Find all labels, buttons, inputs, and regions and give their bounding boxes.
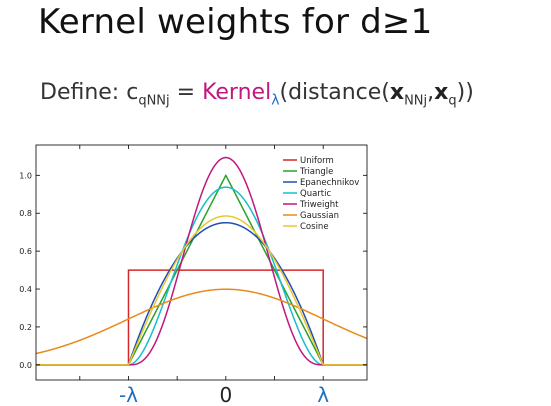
slide-title: Kernel weights for d≥1	[38, 2, 433, 42]
legend-label-gaussian: Gaussian	[300, 211, 339, 221]
y-tick-label: 0.8	[19, 209, 32, 218]
legend-label-epanechnikov: Epanechnikov	[300, 178, 359, 188]
plot-frame	[35, 144, 368, 381]
x-nnj-bold: x	[389, 80, 405, 105]
kernel-definition: Define: cqNNj = Kernelλ(distance(xNNj,xq…	[40, 80, 474, 108]
y-tick-label: 0.4	[19, 285, 32, 294]
y-axis: 0.0 0.2 0.4 0.6 0.8 1.0	[19, 171, 367, 370]
kernel-word: Kernel	[202, 80, 272, 105]
subscript-nnj: NNj	[404, 93, 428, 109]
series-line-gaussian	[35, 288, 368, 355]
x-tick-label: -λ	[119, 383, 138, 406]
distance-close: ))	[456, 80, 474, 105]
y-tick-label: 1.0	[19, 171, 32, 180]
x-tick-label: 0	[219, 383, 232, 406]
distance-open: (distance(	[279, 80, 390, 105]
y-tick-label: 0.6	[19, 247, 32, 256]
legend-label-triweight: Triweight	[299, 200, 339, 210]
subscript-q: q	[448, 93, 457, 109]
kernel-curves	[35, 156, 368, 366]
legend-label-triangle: Triangle	[299, 167, 333, 177]
y-tick-label: 0.2	[19, 323, 32, 332]
y-tick-label: 0.0	[19, 361, 32, 370]
define-text: Define: c	[40, 80, 139, 105]
legend: UniformTriangleEpanechnikovQuarticTriwei…	[283, 156, 359, 232]
x-axis: -λ 0 λ	[79, 145, 329, 406]
lambda-subscript: λ	[271, 92, 280, 109]
x-q-bold: x	[434, 80, 449, 105]
equals-sign: =	[169, 80, 203, 105]
legend-label-cosine: Cosine	[300, 222, 329, 232]
legend-label-quartic: Quartic	[300, 189, 331, 199]
comma: ,	[427, 80, 435, 105]
x-tick-label: λ	[317, 383, 329, 406]
subscript-qnnj: qNNj	[138, 93, 170, 109]
series-line-cosine	[36, 215, 367, 366]
series-line-epanechnikov	[36, 221, 367, 366]
legend-label-uniform: Uniform	[300, 156, 334, 166]
